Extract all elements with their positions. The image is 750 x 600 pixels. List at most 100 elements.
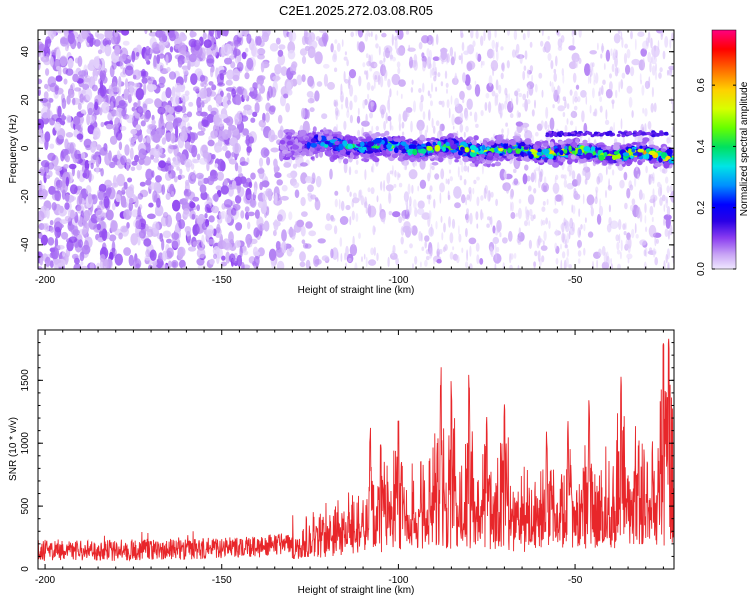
heatmap-streak-cell [384, 76, 388, 81]
heatmap-streak-cell [662, 50, 666, 60]
heatmap-streak-cell [547, 35, 550, 40]
heatmap-streak-cell [378, 45, 381, 56]
heatmap-noise-cell [317, 238, 326, 244]
heatmap-noise-cell [138, 148, 147, 160]
heatmap-noise-cell [173, 176, 178, 183]
heatmap-noise-cell [631, 58, 640, 66]
heatmap-noise-cell [155, 175, 162, 183]
heatmap-streak-cell [389, 49, 393, 62]
heatmap-streak-cell [649, 61, 652, 73]
heatmap-streak-cell [659, 197, 663, 206]
heatmap-streak-cell [533, 214, 536, 220]
heatmap-noise-cell [270, 134, 278, 141]
heatmap-streak-cell [572, 72, 577, 83]
heatmap-streak-cell [499, 109, 503, 117]
heatmap-noise-cell [172, 199, 181, 212]
heatmap-streak-cell [460, 30, 463, 39]
heatmap-streak-cell [468, 186, 472, 194]
heatmap-noise-cell [223, 178, 228, 187]
heatmap-streak-cell [382, 66, 385, 74]
heatmap-noise-cell [84, 159, 90, 171]
heatmap-streak-cell [385, 112, 388, 124]
heatmap-noise-cell [160, 112, 164, 124]
heatmap-noise-cell [214, 163, 219, 168]
heatmap-streak-cell [383, 50, 386, 58]
heatmap-noise-cell [522, 173, 528, 185]
heatmap-noise-cell [130, 233, 138, 246]
heatmap-streak-cell [377, 74, 381, 86]
heatmap-streak-cell [541, 206, 546, 212]
heatmap-noise-cell [145, 168, 153, 181]
heatmap-streak-cell [340, 103, 344, 110]
heatmap-streak-cell [536, 238, 540, 249]
heatmap-noise-cell [89, 38, 94, 47]
heatmap-noise-cell [257, 75, 266, 81]
heatmap-noise-cell [281, 184, 288, 192]
heatmap-streak-cell [439, 248, 443, 255]
heatmap-streak-cell [440, 81, 444, 87]
heatmap-noise-cell [154, 98, 162, 108]
heatmap-noise-cell [113, 30, 119, 38]
heatmap-noise-cell [83, 240, 89, 251]
heatmap-streak-cell [642, 107, 645, 114]
heatmap-streak-cell [564, 221, 566, 226]
heatmap-streak-cell [560, 35, 565, 43]
heatmap-streak-cell [430, 100, 433, 107]
heatmap-streak-cell [553, 72, 557, 82]
heatmap-noise-cell [280, 66, 288, 77]
heatmap-noise-cell [177, 246, 184, 260]
heatmap-streak-cell [669, 133, 672, 144]
heatmap-noise-cell [294, 189, 300, 198]
heatmap-noise-cell [234, 113, 243, 125]
heatmap-streak-cell [459, 112, 464, 121]
heatmap-noise-cell [152, 221, 160, 234]
heatmap-streak-cell [509, 193, 514, 200]
heatmap-noise-cell [306, 109, 310, 119]
heatmap-streak-cell [365, 256, 368, 268]
heatmap-streak-cell [645, 165, 648, 174]
heatmap-noise-cell [137, 237, 141, 246]
heatmap-streak-cell [572, 95, 575, 105]
heatmap-noise-cell [479, 258, 484, 265]
heatmap-streak-cell [528, 239, 533, 249]
heatmap-noise-cell [324, 223, 333, 231]
heatmap-streak-cell [501, 62, 505, 71]
heatmap-noise-cell [204, 203, 211, 214]
heatmap-noise-cell [65, 68, 74, 76]
heatmap-noise-cell [231, 180, 237, 189]
heatmap-streak-cell [370, 247, 375, 256]
heatmap-streak-cell [590, 207, 594, 217]
heatmap-noise-cell [201, 101, 205, 108]
heatmap-noise-cell [93, 39, 101, 47]
heatmap-noise-cell [167, 106, 175, 115]
heatmap-streak-cell [346, 106, 350, 113]
heatmap-streak-cell [496, 225, 501, 234]
heatmap-streak-cell [352, 235, 355, 247]
heatmap-streak-cell [411, 79, 414, 85]
heatmap-noise-cell [143, 238, 152, 247]
heatmap-streak-cell [524, 50, 528, 60]
heatmap-streak-cell [424, 259, 428, 267]
heatmap-noise-cell [334, 190, 339, 196]
heatmap-streak-cell [635, 234, 639, 239]
heatmap-streak-cell [608, 178, 610, 190]
heatmap-noise-cell [232, 48, 241, 57]
heatmap-streak-cell [369, 67, 373, 72]
heatmap-streak-cell [463, 178, 467, 186]
heatmap-noise-cell [120, 195, 127, 208]
heatmap-noise-cell [220, 160, 226, 172]
heatmap-streak-cell [414, 255, 418, 265]
heatmap-noise-cell [49, 260, 54, 268]
heatmap-noise-cell [575, 84, 580, 90]
heatmap-noise-cell [45, 207, 50, 219]
heatmap-streak-cell [451, 113, 455, 126]
heatmap-noise-cell [199, 74, 206, 82]
heatmap-streak-cell [429, 246, 433, 257]
heatmap-noise-cell [64, 138, 69, 150]
heatmap-streak-cell [614, 66, 619, 77]
heatmap-noise-cell [370, 187, 375, 195]
heatmap-noise-cell [417, 200, 425, 209]
heatmap-streak-cell [533, 188, 537, 194]
heatmap-noise-cell [80, 261, 84, 266]
heatmap-noise-cell [206, 58, 214, 64]
